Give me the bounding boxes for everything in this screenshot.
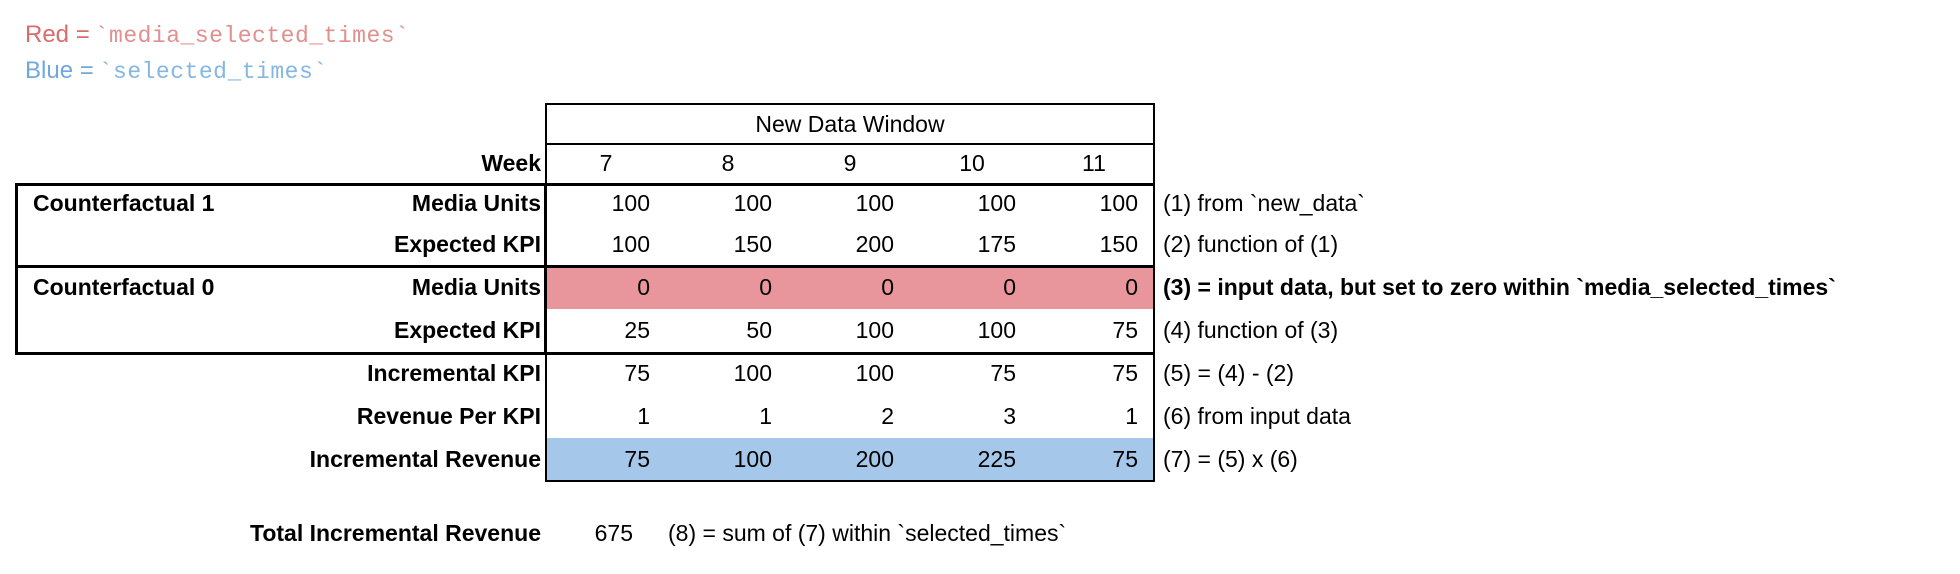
table-cell: 75 bbox=[1112, 446, 1138, 472]
row-label: Expected KPI bbox=[394, 231, 541, 257]
table-row-cf0-expected-kpi: Expected KPI 25 50 100 100 75 (4) functi… bbox=[0, 309, 1960, 352]
table-cell: 75 bbox=[624, 446, 650, 472]
table-cell: 200 bbox=[855, 446, 894, 472]
row-annotation: (4) function of (3) bbox=[1163, 317, 1339, 343]
table-row-incremental-kpi: Incremental KPI 75 100 100 75 75 (5) = (… bbox=[0, 352, 1960, 395]
legend-red-label: Red = bbox=[25, 21, 90, 48]
row-annotation: (6) from input data bbox=[1163, 403, 1351, 429]
row-annotation: (5) = (4) - (2) bbox=[1163, 360, 1294, 386]
row-label: Revenue Per KPI bbox=[356, 403, 541, 429]
legend-red: Red = `media_selected_times` bbox=[25, 20, 409, 51]
table-cell: 175 bbox=[977, 231, 1016, 257]
table-bottom-border bbox=[545, 480, 1155, 482]
table-cell: 100 bbox=[733, 446, 772, 472]
week-label: Week bbox=[481, 150, 541, 176]
week-col-header: 7 bbox=[599, 150, 613, 176]
table-cell: 100 bbox=[611, 231, 650, 257]
table-row-cf0-media-units: Counterfactual 0 Media Units 0 0 0 0 0 (… bbox=[0, 265, 1960, 309]
table-row-revenue-per-kpi: Revenue Per KPI 1 1 2 3 1 (6) from input… bbox=[0, 395, 1960, 438]
table-cell: 75 bbox=[1112, 317, 1138, 343]
table-row-incremental-revenue: Incremental Revenue 75 100 200 225 75 (7… bbox=[0, 438, 1960, 480]
separator-cf0-incremental bbox=[545, 352, 1155, 355]
table-cell: 225 bbox=[977, 446, 1016, 472]
table-cell: 100 bbox=[611, 190, 650, 216]
table-cell: 75 bbox=[990, 360, 1016, 386]
week-col-header: 10 bbox=[959, 150, 985, 176]
table-row-cf1-expected-kpi: Expected KPI 100 150 200 175 150 (2) fun… bbox=[0, 224, 1960, 265]
table-cell: 50 bbox=[746, 317, 772, 343]
table-cell: 150 bbox=[733, 231, 772, 257]
legend-blue-label: Blue = bbox=[25, 57, 94, 84]
separator-week bbox=[545, 183, 1155, 186]
row-annotation: (1) from `new_data` bbox=[1163, 190, 1365, 216]
table-right-border bbox=[1153, 103, 1155, 482]
table-cell: 2 bbox=[881, 403, 894, 429]
table-row-cf1-media-units: Counterfactual 1 Media Units 100 100 100… bbox=[0, 183, 1960, 224]
week-header-row: Week 7 8 9 10 11 bbox=[0, 143, 1960, 183]
media-selected-times-highlight bbox=[547, 268, 1153, 309]
legend-red-code: `media_selected_times` bbox=[94, 23, 410, 49]
legend-blue-code: `selected_times` bbox=[98, 59, 328, 85]
row-label: Incremental KPI bbox=[367, 360, 541, 386]
group-label-counterfactual-1: Counterfactual 1 bbox=[33, 190, 215, 216]
row-annotation: (3) = input data, but set to zero within… bbox=[1163, 274, 1836, 300]
table-cell: 100 bbox=[733, 360, 772, 386]
new-data-window-header: New Data Window bbox=[545, 103, 1155, 145]
table-cell: 0 bbox=[637, 274, 650, 300]
table-cell: 100 bbox=[855, 360, 894, 386]
table-cell: 100 bbox=[733, 190, 772, 216]
table-cell: 0 bbox=[1003, 274, 1016, 300]
counterfactual-0-box bbox=[15, 265, 547, 355]
table-cell: 100 bbox=[977, 317, 1016, 343]
row-label: Media Units bbox=[411, 274, 541, 300]
table-cell: 150 bbox=[1099, 231, 1138, 257]
week-col-header: 8 bbox=[721, 150, 735, 176]
table-cell: 1 bbox=[759, 403, 772, 429]
table-cell: 100 bbox=[855, 190, 894, 216]
table-cell: 100 bbox=[1099, 190, 1138, 216]
total-row: Total Incremental Revenue 675 (8) = sum … bbox=[0, 511, 1960, 555]
row-label: Media Units bbox=[411, 190, 541, 216]
table-cell: 1 bbox=[1125, 403, 1138, 429]
table-cell: 1 bbox=[637, 403, 650, 429]
week-col-header: 11 bbox=[1082, 150, 1106, 176]
table-cell: 75 bbox=[624, 360, 650, 386]
row-label: Incremental Revenue bbox=[309, 446, 541, 472]
total-label: Total Incremental Revenue bbox=[250, 520, 541, 546]
table-cell: 200 bbox=[855, 231, 894, 257]
row-annotation: (2) function of (1) bbox=[1163, 231, 1339, 257]
row-label: Expected KPI bbox=[394, 317, 541, 343]
table-cell: 0 bbox=[1125, 274, 1138, 300]
table-cell: 100 bbox=[855, 317, 894, 343]
table-cell: 0 bbox=[881, 274, 894, 300]
table-cell: 100 bbox=[977, 190, 1016, 216]
legend-blue: Blue = `selected_times` bbox=[25, 56, 328, 87]
week-col-header: 9 bbox=[843, 150, 857, 176]
separator-cf1-cf0 bbox=[545, 265, 1155, 268]
group-label-counterfactual-0: Counterfactual 0 bbox=[33, 274, 215, 300]
total-annotation: (8) = sum of (7) within `selected_times` bbox=[668, 520, 1067, 546]
row-annotation: (7) = (5) x (6) bbox=[1163, 446, 1298, 472]
selected-times-highlight bbox=[547, 438, 1153, 480]
table-cell: 75 bbox=[1112, 360, 1138, 386]
table-cell: 0 bbox=[759, 274, 772, 300]
total-value: 675 bbox=[594, 520, 633, 546]
table-cell: 3 bbox=[1003, 403, 1016, 429]
table-cell: 25 bbox=[624, 317, 650, 343]
